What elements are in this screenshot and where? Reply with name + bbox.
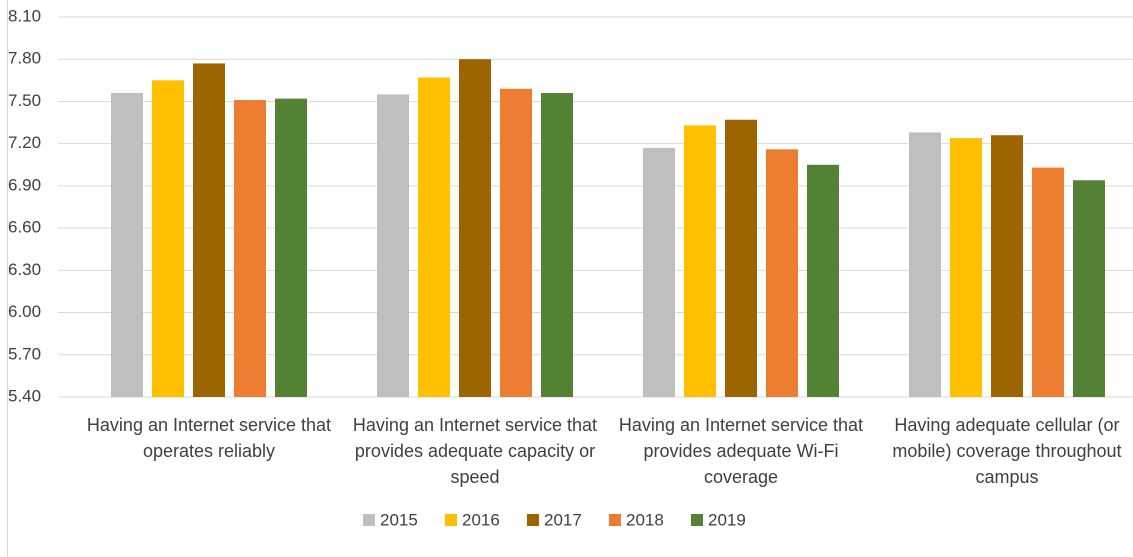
legend-swatch [609,514,621,526]
legend-swatch [363,514,375,526]
bar [807,164,839,397]
y-tick-label: 6.90 [8,175,41,194]
bar [991,135,1023,397]
bar [275,98,307,397]
y-tick-label: 6.60 [8,218,41,237]
bar [1032,167,1064,397]
bar [541,93,573,397]
legend-swatch [691,514,703,526]
legend-label: 2018 [626,510,664,529]
bar [766,149,798,397]
y-tick-label: 6.00 [8,302,41,321]
y-tick-label: 5.70 [8,344,41,363]
bar [684,125,716,398]
x-tick-label: Having adequate cellular (or mobile) cov… [892,415,1122,487]
y-tick-label: 6.30 [8,260,41,279]
bar [152,80,184,397]
y-tick-label: 7.50 [8,91,41,110]
y-tick-label: 7.20 [8,133,41,152]
bar [950,138,982,397]
bar [500,88,532,398]
bar [643,147,675,397]
bar [193,63,225,397]
bar [1073,180,1105,397]
bar [111,93,143,397]
legend-label: 2015 [380,510,418,529]
bar [459,59,491,397]
y-tick-label: 7.80 [8,49,41,68]
legend-swatch [445,514,457,526]
x-tick-label: Having an Internet service that provides… [618,415,864,487]
legend-label: 2019 [708,510,746,529]
x-tick-label: Having an Internet service that provides… [352,415,598,487]
legend-label: 2017 [544,510,582,529]
bar [725,119,757,398]
bar [234,100,266,397]
bar [909,132,941,397]
x-tick-label: Having an Internet service that operates… [86,415,332,461]
bar [377,94,409,397]
y-tick-label: 8.10 [8,6,41,25]
legend-swatch [527,514,539,526]
y-tick-label: 5.40 [8,386,41,405]
legend-label: 2016 [462,510,500,529]
bar [418,77,450,397]
